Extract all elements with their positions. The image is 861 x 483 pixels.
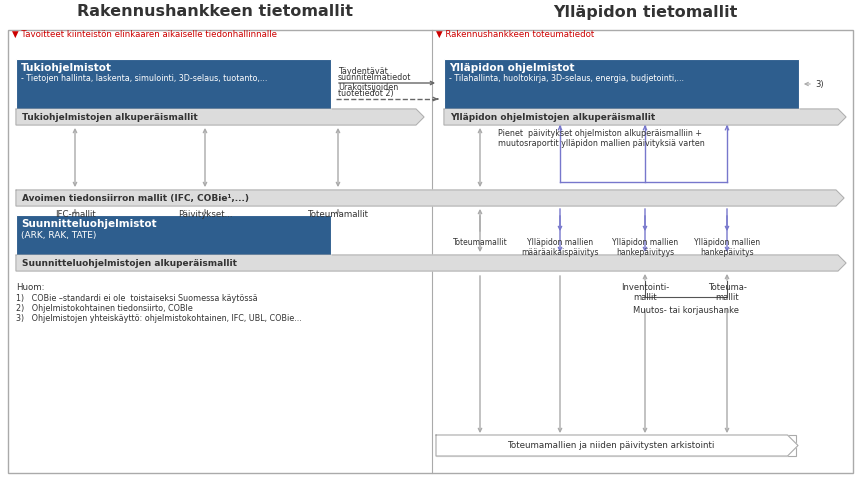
Text: Päivitykset...: Päivitykset... — [177, 210, 232, 219]
Text: muutosraportit ylläpidon mallien päivityksiä varten: muutosraportit ylläpidon mallien päivity… — [498, 139, 705, 148]
Text: Avoimen tiedonsiirron mallit (IFC, COBie¹,...): Avoimen tiedonsiirron mallit (IFC, COBie… — [22, 194, 249, 202]
Text: Ylläpidon ohjelmistot: Ylläpidon ohjelmistot — [449, 63, 574, 73]
Text: Toteumamallit: Toteumamallit — [307, 210, 369, 219]
Polygon shape — [444, 109, 846, 125]
Text: Ylläpidon tietomallit: Ylläpidon tietomallit — [553, 4, 737, 19]
Bar — [16, 215, 331, 255]
Text: IFC-mallit: IFC-mallit — [54, 210, 96, 219]
Text: 1)   COBie –standardi ei ole  toistaiseksi Suomessa käytössä: 1) COBie –standardi ei ole toistaiseksi … — [16, 294, 257, 303]
Polygon shape — [16, 190, 844, 206]
Polygon shape — [16, 255, 846, 271]
Text: Ylläpidon mallien
määräaikaispäivitys: Ylläpidon mallien määräaikaispäivitys — [521, 238, 598, 257]
Text: Inventointi-
mallit: Inventointi- mallit — [621, 283, 669, 302]
Text: 2)   Ohjelmistokohtainen tiedonsiirto, COBle: 2) Ohjelmistokohtainen tiedonsiirto, COB… — [16, 304, 193, 313]
Polygon shape — [16, 109, 424, 125]
Text: Tukiohjelmistojen alkuperäismallit: Tukiohjelmistojen alkuperäismallit — [22, 113, 198, 122]
Text: Pienet  päivitykset ohjelmiston alkuperäismalliin +: Pienet päivitykset ohjelmiston alkuperäi… — [498, 129, 702, 138]
Text: Ylläpidon mallien
hankepäivitys: Ylläpidon mallien hankepäivitys — [694, 238, 760, 257]
Bar — [444, 59, 799, 109]
Text: Rakennushankkeen tietomallit: Rakennushankkeen tietomallit — [77, 4, 353, 19]
Text: - Tilahallinta, huoltokirja, 3D-selaus, energia, budjetointi,...: - Tilahallinta, huoltokirja, 3D-selaus, … — [449, 74, 684, 83]
Text: tuotetiedot 2): tuotetiedot 2) — [338, 89, 393, 98]
Text: Toteumamallien ja niiden päivitysten arkistointi: Toteumamallien ja niiden päivitysten ark… — [507, 441, 715, 450]
Text: Ylläpidon mallien
hankepäivityys: Ylläpidon mallien hankepäivityys — [612, 238, 678, 257]
Text: Suunnitteluohjelmistojen alkuperäismallit: Suunnitteluohjelmistojen alkuperäismalli… — [22, 258, 237, 268]
Bar — [436, 435, 796, 456]
Text: (ARK, RAK, TATE): (ARK, RAK, TATE) — [21, 231, 96, 240]
Text: ▼ Tavoitteet kiinteistön elinkaaren aikaiselle tiedonhallinnalle: ▼ Tavoitteet kiinteistön elinkaaren aika… — [12, 29, 277, 39]
Text: Ylläpidon ohjelmistojen alkuperäismallit: Ylläpidon ohjelmistojen alkuperäismallit — [450, 113, 655, 122]
Text: Toteuma-
mallit: Toteuma- mallit — [708, 283, 746, 302]
Polygon shape — [436, 435, 798, 456]
Text: ▼ Rakennushankkeen toteumatiedot: ▼ Rakennushankkeen toteumatiedot — [436, 29, 594, 39]
Text: suunnitelmatiedot: suunnitelmatiedot — [338, 73, 412, 82]
Text: Tukiohjelmistot: Tukiohjelmistot — [21, 63, 112, 73]
Text: 3): 3) — [815, 80, 824, 88]
Text: - Tietojen hallinta, laskenta, simulointi, 3D-selaus, tuotanto,...: - Tietojen hallinta, laskenta, simuloint… — [21, 74, 268, 83]
Text: Toteumamallit: Toteumamallit — [453, 238, 507, 247]
Text: Muutos- tai korjaushanke: Muutos- tai korjaushanke — [633, 306, 739, 315]
Text: Täydentävät: Täydentävät — [338, 67, 387, 76]
Text: Urakoitsijoiden: Urakoitsijoiden — [338, 83, 399, 92]
Text: Huom:: Huom: — [16, 283, 45, 292]
Text: 3)   Ohjelmistojen yhteiskäyttö: ohjelmistokohtainen, IFC, UBL, COBie...: 3) Ohjelmistojen yhteiskäyttö: ohjelmist… — [16, 314, 301, 323]
Text: Suunnitteluohjelmistot: Suunnitteluohjelmistot — [21, 219, 157, 229]
Bar — [16, 59, 331, 109]
